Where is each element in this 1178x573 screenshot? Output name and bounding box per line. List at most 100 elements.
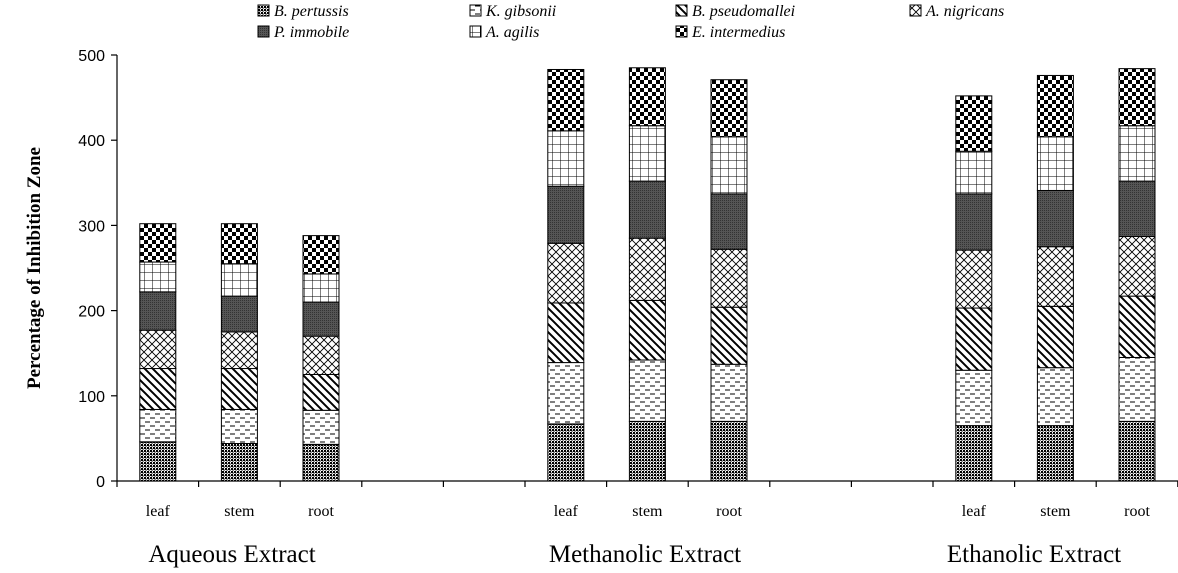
bar-segment-a-nigricans bbox=[710, 248, 748, 308]
group-label: Ethanolic Extract bbox=[947, 541, 1121, 568]
bar-segment-e-intermedius bbox=[628, 67, 666, 127]
bar-segment-p-immobile bbox=[710, 193, 748, 250]
bar-segment-a-agilis bbox=[628, 125, 666, 182]
legend-swatch bbox=[675, 4, 688, 17]
bar-segment-a-nigricans bbox=[1036, 246, 1074, 307]
bar-segment-e-intermedius bbox=[710, 79, 748, 138]
bar-segment-a-agilis bbox=[139, 261, 177, 293]
bar-segment-k-gibsonii bbox=[710, 363, 748, 422]
bar-segment-e-intermedius bbox=[302, 235, 340, 275]
bar-segment-b-pertussis bbox=[547, 423, 585, 482]
bar-segment-b-pseudomallei bbox=[955, 307, 993, 371]
legend-swatch bbox=[909, 4, 922, 17]
legend-item: B. pseudomallei bbox=[675, 3, 795, 20]
bar-segment-b-pertussis bbox=[302, 443, 340, 482]
bar-segment-e-intermedius bbox=[955, 95, 993, 152]
bar-segment-b-pertussis bbox=[139, 441, 177, 482]
bar-segment-a-agilis bbox=[710, 136, 748, 195]
legend-item: P. immobile bbox=[257, 24, 349, 41]
bar-segment-k-gibsonii bbox=[628, 359, 666, 422]
x-category-label: root bbox=[716, 503, 742, 520]
legend-item: A. nigricans bbox=[909, 3, 1004, 20]
legend-swatch bbox=[257, 4, 270, 17]
bar-segment-a-nigricans bbox=[139, 329, 177, 370]
bar-segment-a-nigricans bbox=[302, 335, 340, 376]
legend-label: E. intermedius bbox=[691, 24, 785, 41]
legend-swatch bbox=[469, 4, 482, 17]
legend-label: A. agilis bbox=[485, 24, 539, 41]
legend-label: P. immobile bbox=[273, 24, 349, 41]
bar-segment-a-agilis bbox=[955, 150, 993, 195]
bar-segment-p-immobile bbox=[1118, 180, 1156, 237]
x-category-label: root bbox=[308, 503, 334, 520]
legend: B. pertussis K. gibsonii B. pseudomallei A.… bbox=[257, 3, 1004, 41]
x-category-label: leaf bbox=[554, 503, 579, 520]
x-axis: leaf stem root Aqueous Extract leaf stem root M… bbox=[116, 480, 1178, 568]
y-axis: 0 100 200 300 400 500 bbox=[78, 48, 118, 491]
bar-segment-k-gibsonii bbox=[220, 408, 258, 445]
bar-segment-k-gibsonii bbox=[302, 409, 340, 445]
y-tick-label: 100 bbox=[78, 389, 105, 406]
bar-segment-p-immobile bbox=[220, 295, 258, 333]
bars bbox=[139, 67, 1156, 482]
bar-segment-p-immobile bbox=[302, 301, 340, 337]
legend-swatch bbox=[469, 25, 482, 38]
bar-segment-b-pertussis bbox=[955, 425, 993, 482]
bar-segment-e-intermedius bbox=[547, 68, 585, 132]
legend-label: K. gibsonii bbox=[485, 3, 556, 20]
group-label: Methanolic Extract bbox=[549, 541, 741, 568]
legend-label: A. nigricans bbox=[925, 3, 1004, 20]
legend-swatch bbox=[675, 25, 688, 38]
y-tick-label: 200 bbox=[78, 304, 105, 321]
bar-segment-b-pseudomallei bbox=[139, 368, 177, 410]
x-category-label: stem bbox=[1040, 503, 1071, 520]
legend-label: B. pertussis bbox=[274, 3, 349, 20]
group-label: Aqueous Extract bbox=[148, 541, 315, 568]
bar-segment-b-pertussis bbox=[1118, 420, 1156, 482]
bar-segment-b-pertussis bbox=[710, 420, 748, 482]
bar-segment-k-gibsonii bbox=[1118, 356, 1156, 422]
bar-segment-b-pseudomallei bbox=[220, 368, 258, 410]
bar-segment-b-pseudomallei bbox=[1036, 305, 1074, 369]
bar-segment-k-gibsonii bbox=[139, 408, 177, 443]
y-tick-label: 0 bbox=[96, 474, 105, 491]
bar-segment-a-nigricans bbox=[628, 237, 666, 301]
legend-item: B. pertussis bbox=[257, 3, 349, 20]
legend-item: A. agilis bbox=[469, 24, 539, 41]
bar-segment-p-immobile bbox=[139, 291, 177, 331]
bar-segment-a-nigricans bbox=[955, 249, 993, 309]
y-tick-label: 300 bbox=[78, 218, 105, 235]
bar-segment-e-intermedius bbox=[139, 223, 177, 263]
bar-segment-p-immobile bbox=[955, 193, 993, 251]
bar-segment-a-agilis bbox=[547, 130, 585, 187]
bar-segment-a-agilis bbox=[302, 273, 340, 303]
legend-item: K. gibsonii bbox=[469, 3, 556, 20]
legend-swatch bbox=[257, 25, 270, 38]
bar-segment-k-gibsonii bbox=[1036, 367, 1074, 427]
bar-segment-e-intermedius bbox=[220, 223, 258, 265]
bar-segment-e-intermedius bbox=[1036, 74, 1074, 138]
x-category-label: root bbox=[1124, 503, 1150, 520]
bar-segment-b-pseudomallei bbox=[710, 306, 748, 365]
bar-segment-a-nigricans bbox=[1118, 235, 1156, 297]
x-category-label: leaf bbox=[962, 503, 987, 520]
bar-segment-k-gibsonii bbox=[547, 362, 585, 425]
bar-segment-b-pertussis bbox=[1036, 425, 1074, 482]
x-category-label: stem bbox=[632, 503, 663, 520]
y-tick-label: 400 bbox=[78, 133, 105, 150]
bar-segment-e-intermedius bbox=[1118, 68, 1156, 127]
legend-item: E. intermedius bbox=[675, 24, 785, 41]
bar-segment-a-agilis bbox=[1118, 125, 1156, 182]
bar-segment-a-nigricans bbox=[547, 242, 585, 304]
bar-segment-b-pertussis bbox=[220, 443, 258, 482]
y-axis-title: Percentage of Inhibition Zone bbox=[24, 147, 45, 389]
bar-segment-b-pseudomallei bbox=[547, 302, 585, 364]
y-tick-label: 500 bbox=[78, 48, 105, 65]
bar-segment-p-immobile bbox=[628, 180, 666, 239]
x-category-label: leaf bbox=[146, 503, 171, 520]
bar-segment-a-agilis bbox=[220, 263, 258, 297]
bar-segment-b-pseudomallei bbox=[302, 374, 340, 411]
bar-segment-a-agilis bbox=[1036, 136, 1074, 191]
bar-segment-b-pseudomallei bbox=[628, 299, 666, 361]
